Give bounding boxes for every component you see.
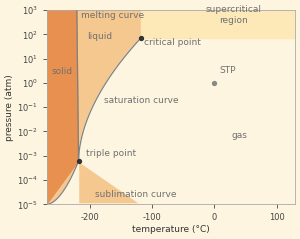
Text: solid: solid (52, 67, 73, 76)
Text: saturation curve: saturation curve (104, 97, 178, 105)
Polygon shape (79, 38, 295, 204)
Text: gas: gas (231, 131, 247, 140)
Polygon shape (47, 10, 79, 204)
Polygon shape (47, 10, 295, 204)
Text: sublimation curve: sublimation curve (95, 190, 177, 199)
Text: STP: STP (219, 65, 236, 75)
Text: melting curve: melting curve (81, 11, 144, 20)
Text: critical point: critical point (144, 38, 200, 47)
Y-axis label: pressure (atm): pressure (atm) (5, 74, 14, 141)
Text: supercritical
region: supercritical region (205, 5, 261, 26)
Polygon shape (141, 10, 295, 38)
Polygon shape (47, 161, 295, 204)
Text: triple point: triple point (86, 149, 136, 158)
X-axis label: temperature (°C): temperature (°C) (132, 225, 210, 234)
Text: liquid: liquid (87, 32, 112, 41)
